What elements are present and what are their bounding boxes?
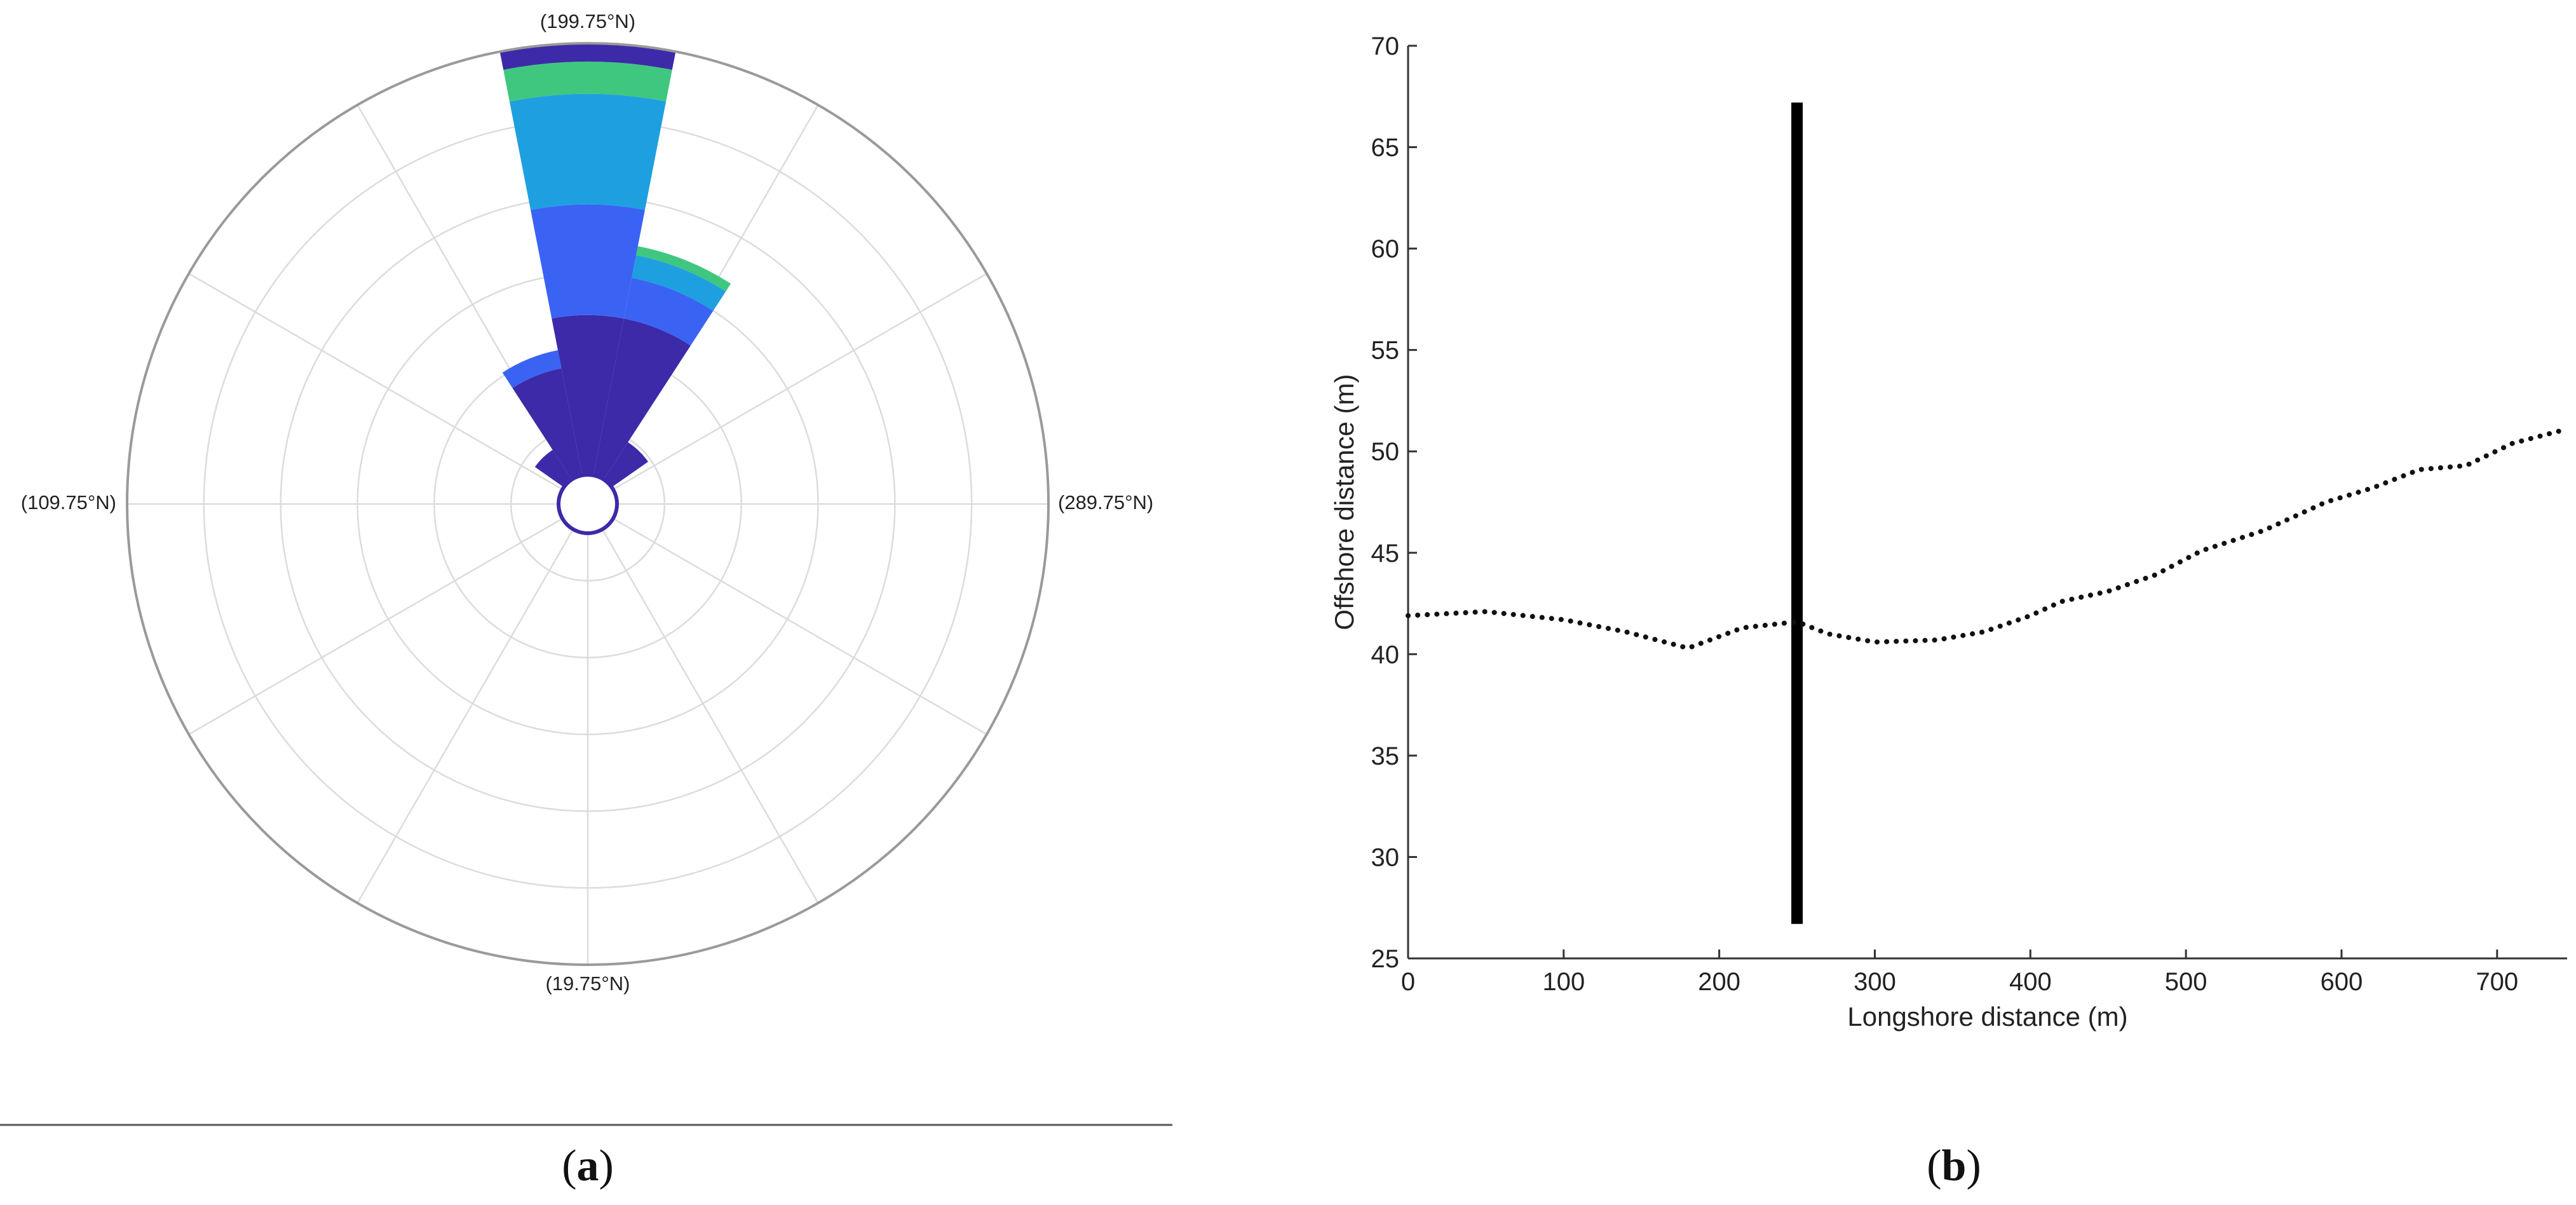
x-tick-label: 600 (2321, 968, 2363, 996)
polar-spoke (188, 503, 588, 735)
panel-label-b: (b) (1927, 1141, 1981, 1190)
y-tick-label: 40 (1371, 641, 1400, 669)
x-tick-label: 100 (1542, 968, 1585, 996)
y-tick-label: 70 (1371, 32, 1400, 60)
polar-center-hub (557, 473, 619, 535)
direction-label-right: (289.75°N) (1058, 491, 1153, 514)
x-ticks: 0 100 200 300 400 500 600 700 (1401, 950, 2518, 996)
y-tick-label: 35 (1371, 742, 1400, 770)
panel-label-a-open: ( (562, 1141, 576, 1190)
y-tick-label: 60 (1371, 235, 1400, 263)
polar-grid (126, 42, 1050, 966)
x-tick-label: 300 (1854, 968, 1896, 996)
polar-sector-band (509, 93, 667, 210)
polar-sector-band (636, 246, 731, 292)
direction-label-top: (199.75°N) (540, 10, 635, 32)
panel-label-a-letter: a (577, 1141, 599, 1190)
panel-label-a-close: ) (599, 1141, 614, 1190)
polar-sector-band (552, 315, 624, 475)
panel-label-b-open: ( (1927, 1141, 1941, 1190)
polar-spoke (586, 503, 819, 904)
y-tick-label: 25 (1371, 945, 1400, 973)
polar-outer-circle (126, 42, 1050, 966)
line-chart: 25 30 35 40 45 50 55 60 65 70 0 100 200 300 400 500 600… (1329, 32, 2567, 1190)
y-axis-label: Offshore distance (m) (1329, 374, 1359, 630)
y-ticks: 25 30 35 40 45 50 55 60 65 70 (1371, 32, 1417, 973)
polar-sectors (499, 43, 731, 487)
x-tick-label: 500 (2165, 968, 2207, 996)
polar-sector-band (604, 442, 649, 487)
x-tick-label: 700 (2476, 968, 2518, 996)
polar-rose-chart: (199.75°N) (289.75°N) (19.75°N) (109.75°… (0, 10, 1172, 1190)
x-tick-label: 200 (1698, 968, 1740, 996)
direction-label-bottom: (19.75°N) (545, 972, 630, 995)
polar-sector-band (632, 255, 726, 311)
panel-label-b-close: ) (1966, 1141, 1981, 1190)
polar-sector-band (503, 62, 672, 102)
polar-sector-band (502, 350, 562, 388)
polar-spoke (188, 273, 588, 505)
x-tick-label: 0 (1401, 968, 1415, 996)
x-axis-label: Longshore distance (m) (1847, 1002, 2127, 1031)
y-tick-label: 50 (1371, 438, 1400, 466)
x-tick-label: 400 (2009, 968, 2052, 996)
y-tick-label: 45 (1371, 540, 1400, 568)
polar-sector-band (531, 204, 645, 319)
panel-label-b-letter: b (1942, 1141, 1967, 1190)
polar-sector-band (623, 278, 714, 346)
panel-label-a: (a) (562, 1141, 614, 1190)
polar-spoke (356, 503, 589, 904)
shoreline-series (1406, 428, 2562, 651)
polar-sector-band (593, 318, 691, 480)
direction-label-left: (109.75°N) (21, 491, 116, 514)
polar-spoke (587, 273, 987, 505)
polar-sector-band (512, 368, 583, 480)
y-tick-label: 30 (1371, 843, 1400, 871)
polar-sector-band (534, 449, 572, 487)
polar-spoke (587, 503, 987, 735)
y-tick-label: 55 (1371, 337, 1400, 365)
polar-sector-band (499, 43, 676, 70)
y-tick-label: 65 (1371, 134, 1400, 162)
